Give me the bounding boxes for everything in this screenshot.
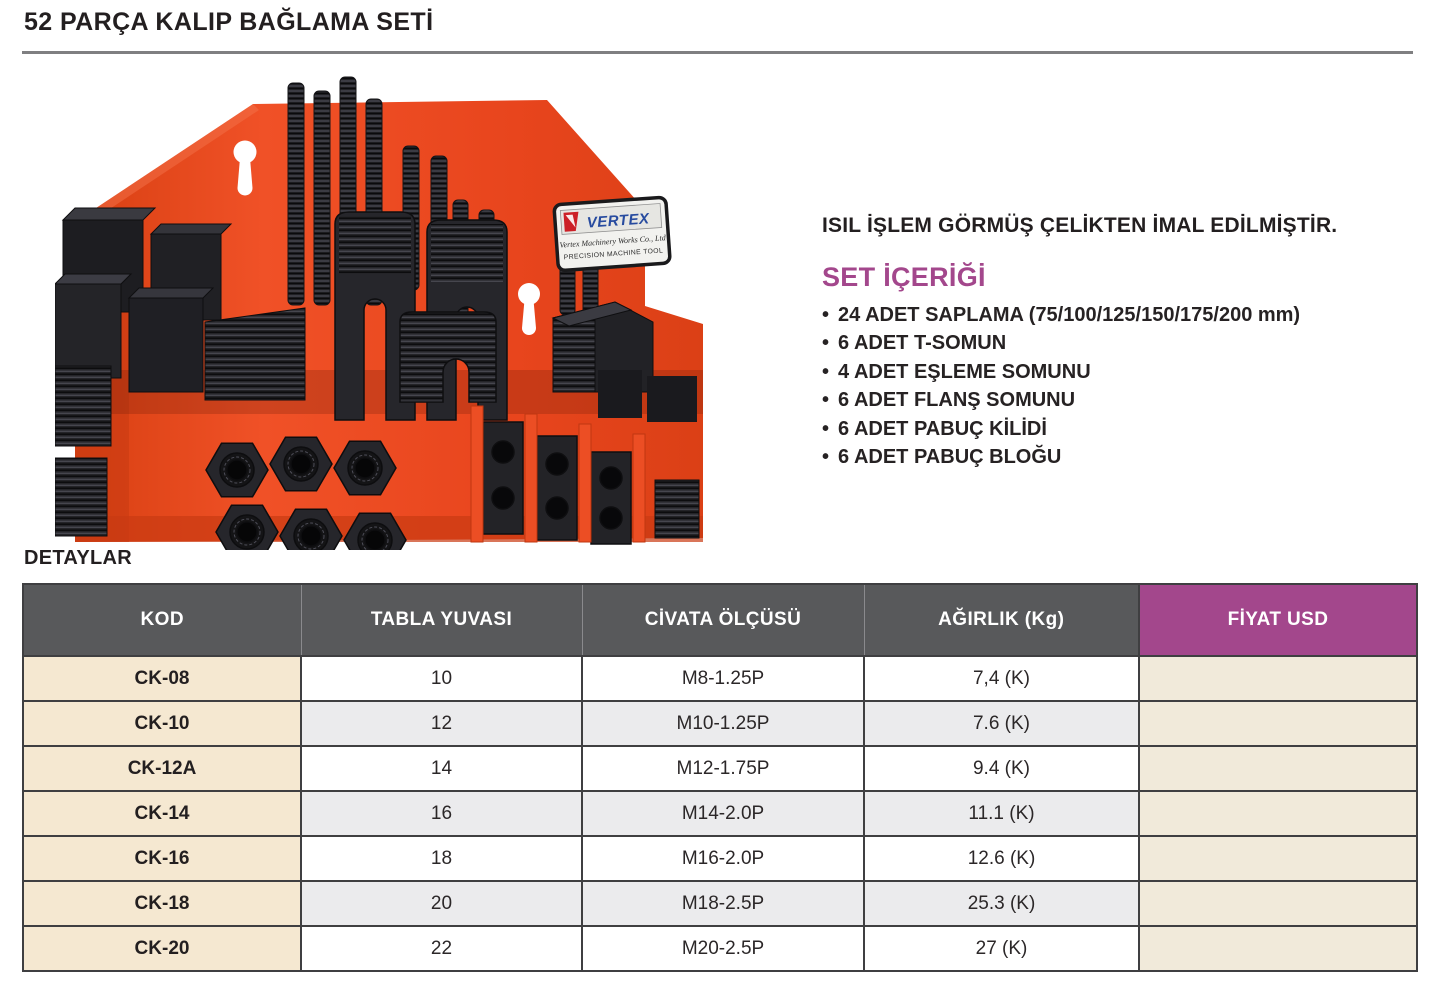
table-row: CK-18 20 M18-2.5P 25.3 (K) (22, 880, 1418, 927)
table-row: CK-08 10 M8-1.25P 7,4 (K) (22, 655, 1418, 702)
vertex-label: VERTEX Vertex Machinery Works Co., Ltd P… (552, 195, 672, 273)
cell-fiyat (1138, 835, 1418, 882)
cell-tabla: 16 (300, 790, 583, 837)
page-title: 52 PARÇA KALIP BAĞLAMA SETİ (24, 8, 434, 36)
list-item: • 6 ADET PABUÇ BLOĞU (822, 444, 1300, 473)
cell-fiyat (1138, 880, 1418, 927)
bullet-icon: • (822, 417, 830, 440)
cell-tabla: 12 (300, 700, 583, 747)
list-item-text: 6 ADET PABUÇ KİLİDİ (838, 417, 1047, 440)
cell-tabla: 20 (300, 880, 583, 927)
list-item-text: 6 ADET FLANŞ SOMUNU (838, 389, 1076, 412)
cell-tabla: 10 (300, 655, 583, 702)
cell-kod: CK-16 (22, 835, 302, 882)
col-agirlik: AĞIRLIK (Kg) (863, 584, 1139, 657)
list-item-text: 6 ADET PABUÇ BLOĞU (838, 446, 1062, 469)
table-row: CK-12A 14 M12-1.75P 9.4 (K) (22, 745, 1418, 792)
cell-civata: M20-2.5P (581, 925, 865, 972)
table-row: CK-14 16 M14-2.0P 11.1 (K) (22, 790, 1418, 837)
details-table: KOD TABLA YUVASI CİVATA ÖLÇÜSÜ AĞIRLIK (… (22, 583, 1418, 972)
table-row: CK-10 12 M10-1.25P 7.6 (K) (22, 700, 1418, 747)
bullet-icon: • (822, 446, 830, 469)
t-nuts (482, 421, 632, 545)
cell-agirlik: 7,4 (K) (863, 655, 1140, 702)
set-contents-list: • 24 ADET SAPLAMA (75/100/125/150/175/200… (822, 301, 1300, 472)
cell-kod: CK-20 (22, 925, 302, 972)
title-divider (22, 51, 1413, 54)
cell-fiyat (1138, 925, 1418, 972)
cell-kod: CK-18 (22, 880, 302, 927)
cell-tabla: 14 (300, 745, 583, 792)
col-civata-olcusu: CİVATA ÖLÇÜSÜ (581, 584, 864, 657)
cell-fiyat (1138, 790, 1418, 837)
col-fiyat-usd: FİYAT USD (1138, 584, 1417, 657)
list-item-text: 24 ADET SAPLAMA (75/100/125/150/175/200 … (838, 303, 1301, 326)
cell-fiyat (1138, 655, 1418, 702)
cell-civata: M18-2.5P (581, 880, 865, 927)
header-row: KOD TABLA YUVASI CİVATA ÖLÇÜSÜ AĞIRLIK (… (23, 584, 1417, 657)
cell-kod: CK-14 (22, 790, 302, 837)
flange-nuts (205, 436, 407, 550)
bullet-icon: • (822, 360, 830, 383)
cell-tabla: 18 (300, 835, 583, 882)
cell-agirlik: 27 (K) (863, 925, 1140, 972)
wedge-block (551, 301, 654, 393)
cell-agirlik: 12.6 (K) (863, 835, 1140, 882)
product-image: VERTEX Vertex Machinery Works Co., Ltd P… (55, 76, 703, 550)
bullet-icon: • (822, 332, 830, 355)
cell-civata: M8-1.25P (581, 655, 865, 702)
cell-tabla: 22 (300, 925, 583, 972)
set-contents-heading: SET İÇERİĞİ (822, 262, 986, 292)
table-body: CK-08 10 M8-1.25P 7,4 (K) CK-10 12 M10-1… (22, 655, 1418, 972)
cell-agirlik: 11.1 (K) (863, 790, 1140, 837)
cell-agirlik: 9.4 (K) (863, 745, 1140, 792)
cell-civata: M16-2.0P (581, 835, 865, 882)
vertex-brand-text: VERTEX (586, 210, 650, 231)
table-row: CK-20 22 M20-2.5P 27 (K) (22, 925, 1418, 972)
list-item: • 6 ADET PABUÇ KİLİDİ (822, 415, 1300, 444)
list-item: • 6 ADET FLANŞ SOMUNU (822, 387, 1300, 416)
list-item-text: 4 ADET EŞLEME SOMUNU (838, 360, 1091, 383)
cell-agirlik: 7.6 (K) (863, 700, 1140, 747)
bullet-icon: • (822, 389, 830, 412)
u-clamps (334, 211, 508, 421)
cell-fiyat (1138, 700, 1418, 747)
tray-end-blocks (55, 365, 112, 537)
table-header: KOD TABLA YUVASI CİVATA ÖLÇÜSÜ AĞIRLIK (… (23, 584, 1417, 657)
col-tabla-yuvasi: TABLA YUVASI (300, 584, 582, 657)
tray-compartments (470, 370, 700, 543)
details-heading: DETAYLAR (24, 547, 132, 569)
cell-civata: M12-1.75P (581, 745, 865, 792)
list-item: • 24 ADET SAPLAMA (75/100/125/150/175/200… (822, 301, 1300, 330)
list-item: • 6 ADET T-SOMUN (822, 330, 1300, 359)
cell-civata: M14-2.0P (581, 790, 865, 837)
bullet-icon: • (822, 303, 830, 326)
table-row: CK-16 18 M16-2.0P 12.6 (K) (22, 835, 1418, 882)
keyhole-icon (233, 140, 540, 335)
material-note: ISIL İŞLEM GÖRMÜŞ ÇELİKTEN İMAL EDİLMİŞT… (822, 214, 1338, 237)
cell-fiyat (1138, 745, 1418, 792)
step-blocks (55, 207, 306, 401)
cell-kod: CK-08 (22, 655, 302, 702)
cell-kod: CK-10 (22, 700, 302, 747)
col-kod: KOD (23, 584, 301, 657)
list-item-text: 6 ADET T-SOMUN (838, 332, 1007, 355)
cell-agirlik: 25.3 (K) (863, 880, 1140, 927)
cell-civata: M10-1.25P (581, 700, 865, 747)
cell-kod: CK-12A (22, 745, 302, 792)
list-item: • 4 ADET EŞLEME SOMUNU (822, 358, 1300, 387)
